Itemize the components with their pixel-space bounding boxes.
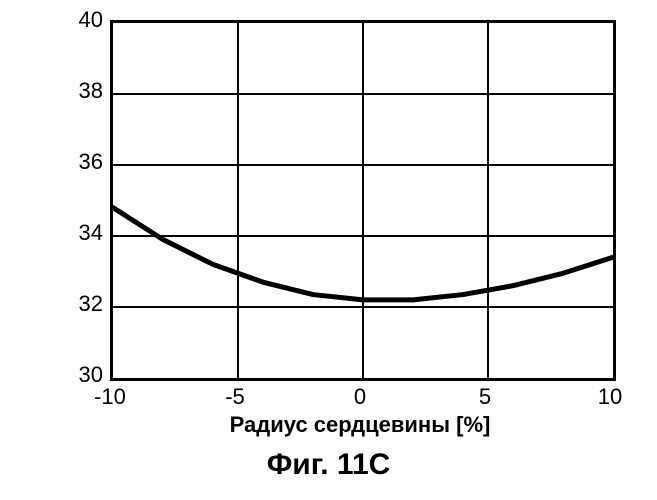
y-tick-label: 36	[79, 149, 103, 175]
x-axis-label: Радиус сердцевины [%]	[230, 412, 491, 438]
y-tick-label: 40	[79, 7, 103, 33]
x-tick-label: 0	[354, 384, 366, 410]
x-tick-label: -5	[225, 384, 245, 410]
grid	[113, 23, 613, 378]
chart-container: Aэфф на 1550 нм [мкм2] 303234363840 -10-…	[0, 0, 657, 500]
x-tick-label: 5	[479, 384, 491, 410]
figure-caption: Фиг. 11C	[267, 448, 391, 482]
y-tick-label: 38	[79, 78, 103, 104]
x-tick-label: 10	[598, 384, 622, 410]
x-tick-label: -10	[94, 384, 126, 410]
y-tick-label: 34	[79, 220, 103, 246]
plot-area	[110, 20, 616, 381]
y-tick-label: 32	[79, 291, 103, 317]
plot-svg	[113, 23, 613, 378]
